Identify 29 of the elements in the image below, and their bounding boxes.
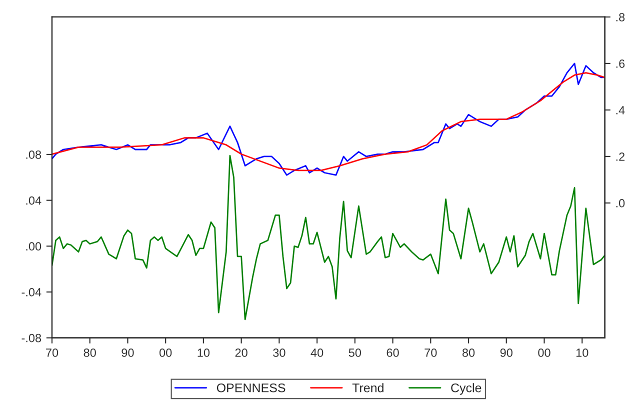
x-tick-label: 80 (462, 348, 475, 357)
x-tick-label: 80 (84, 348, 96, 357)
legend-label: OPENNESS (216, 383, 286, 392)
y-tick-label: .04 (26, 196, 42, 205)
y-tick-label: .00 (26, 242, 42, 251)
x-tick-label: 30 (273, 348, 286, 357)
y2-tick-label: .6 (616, 60, 625, 68)
x-tick-label: 60 (386, 348, 399, 357)
y-tick-label: .08 (26, 150, 42, 159)
y2-tick-label: .2 (616, 152, 625, 161)
x-tick-label: 10 (576, 348, 588, 357)
line-series (52, 154, 605, 320)
x-tick-label: 40 (310, 348, 324, 357)
x-tick-label: 70 (424, 348, 437, 357)
x-tick-label: 90 (500, 348, 512, 357)
legend-label: Trend (352, 383, 384, 392)
y-tick-label: -.04 (22, 288, 42, 296)
x-tick-label: 50 (348, 348, 362, 357)
x-tick-label: 90 (122, 348, 134, 357)
x-tick-label: 00 (538, 348, 550, 357)
x-tick-label: 70 (46, 348, 58, 357)
y2-tick-label: .0 (616, 199, 625, 208)
x-tick-label: 20 (235, 348, 248, 357)
x-tick-label: 00 (159, 348, 172, 357)
legend-label: Cycle (451, 383, 482, 395)
y2-tick-label: .8 (616, 13, 625, 22)
y-tick-label: -.08 (22, 334, 42, 342)
x-tick-label: 10 (198, 348, 210, 357)
y2-tick-label: .4 (616, 106, 625, 114)
